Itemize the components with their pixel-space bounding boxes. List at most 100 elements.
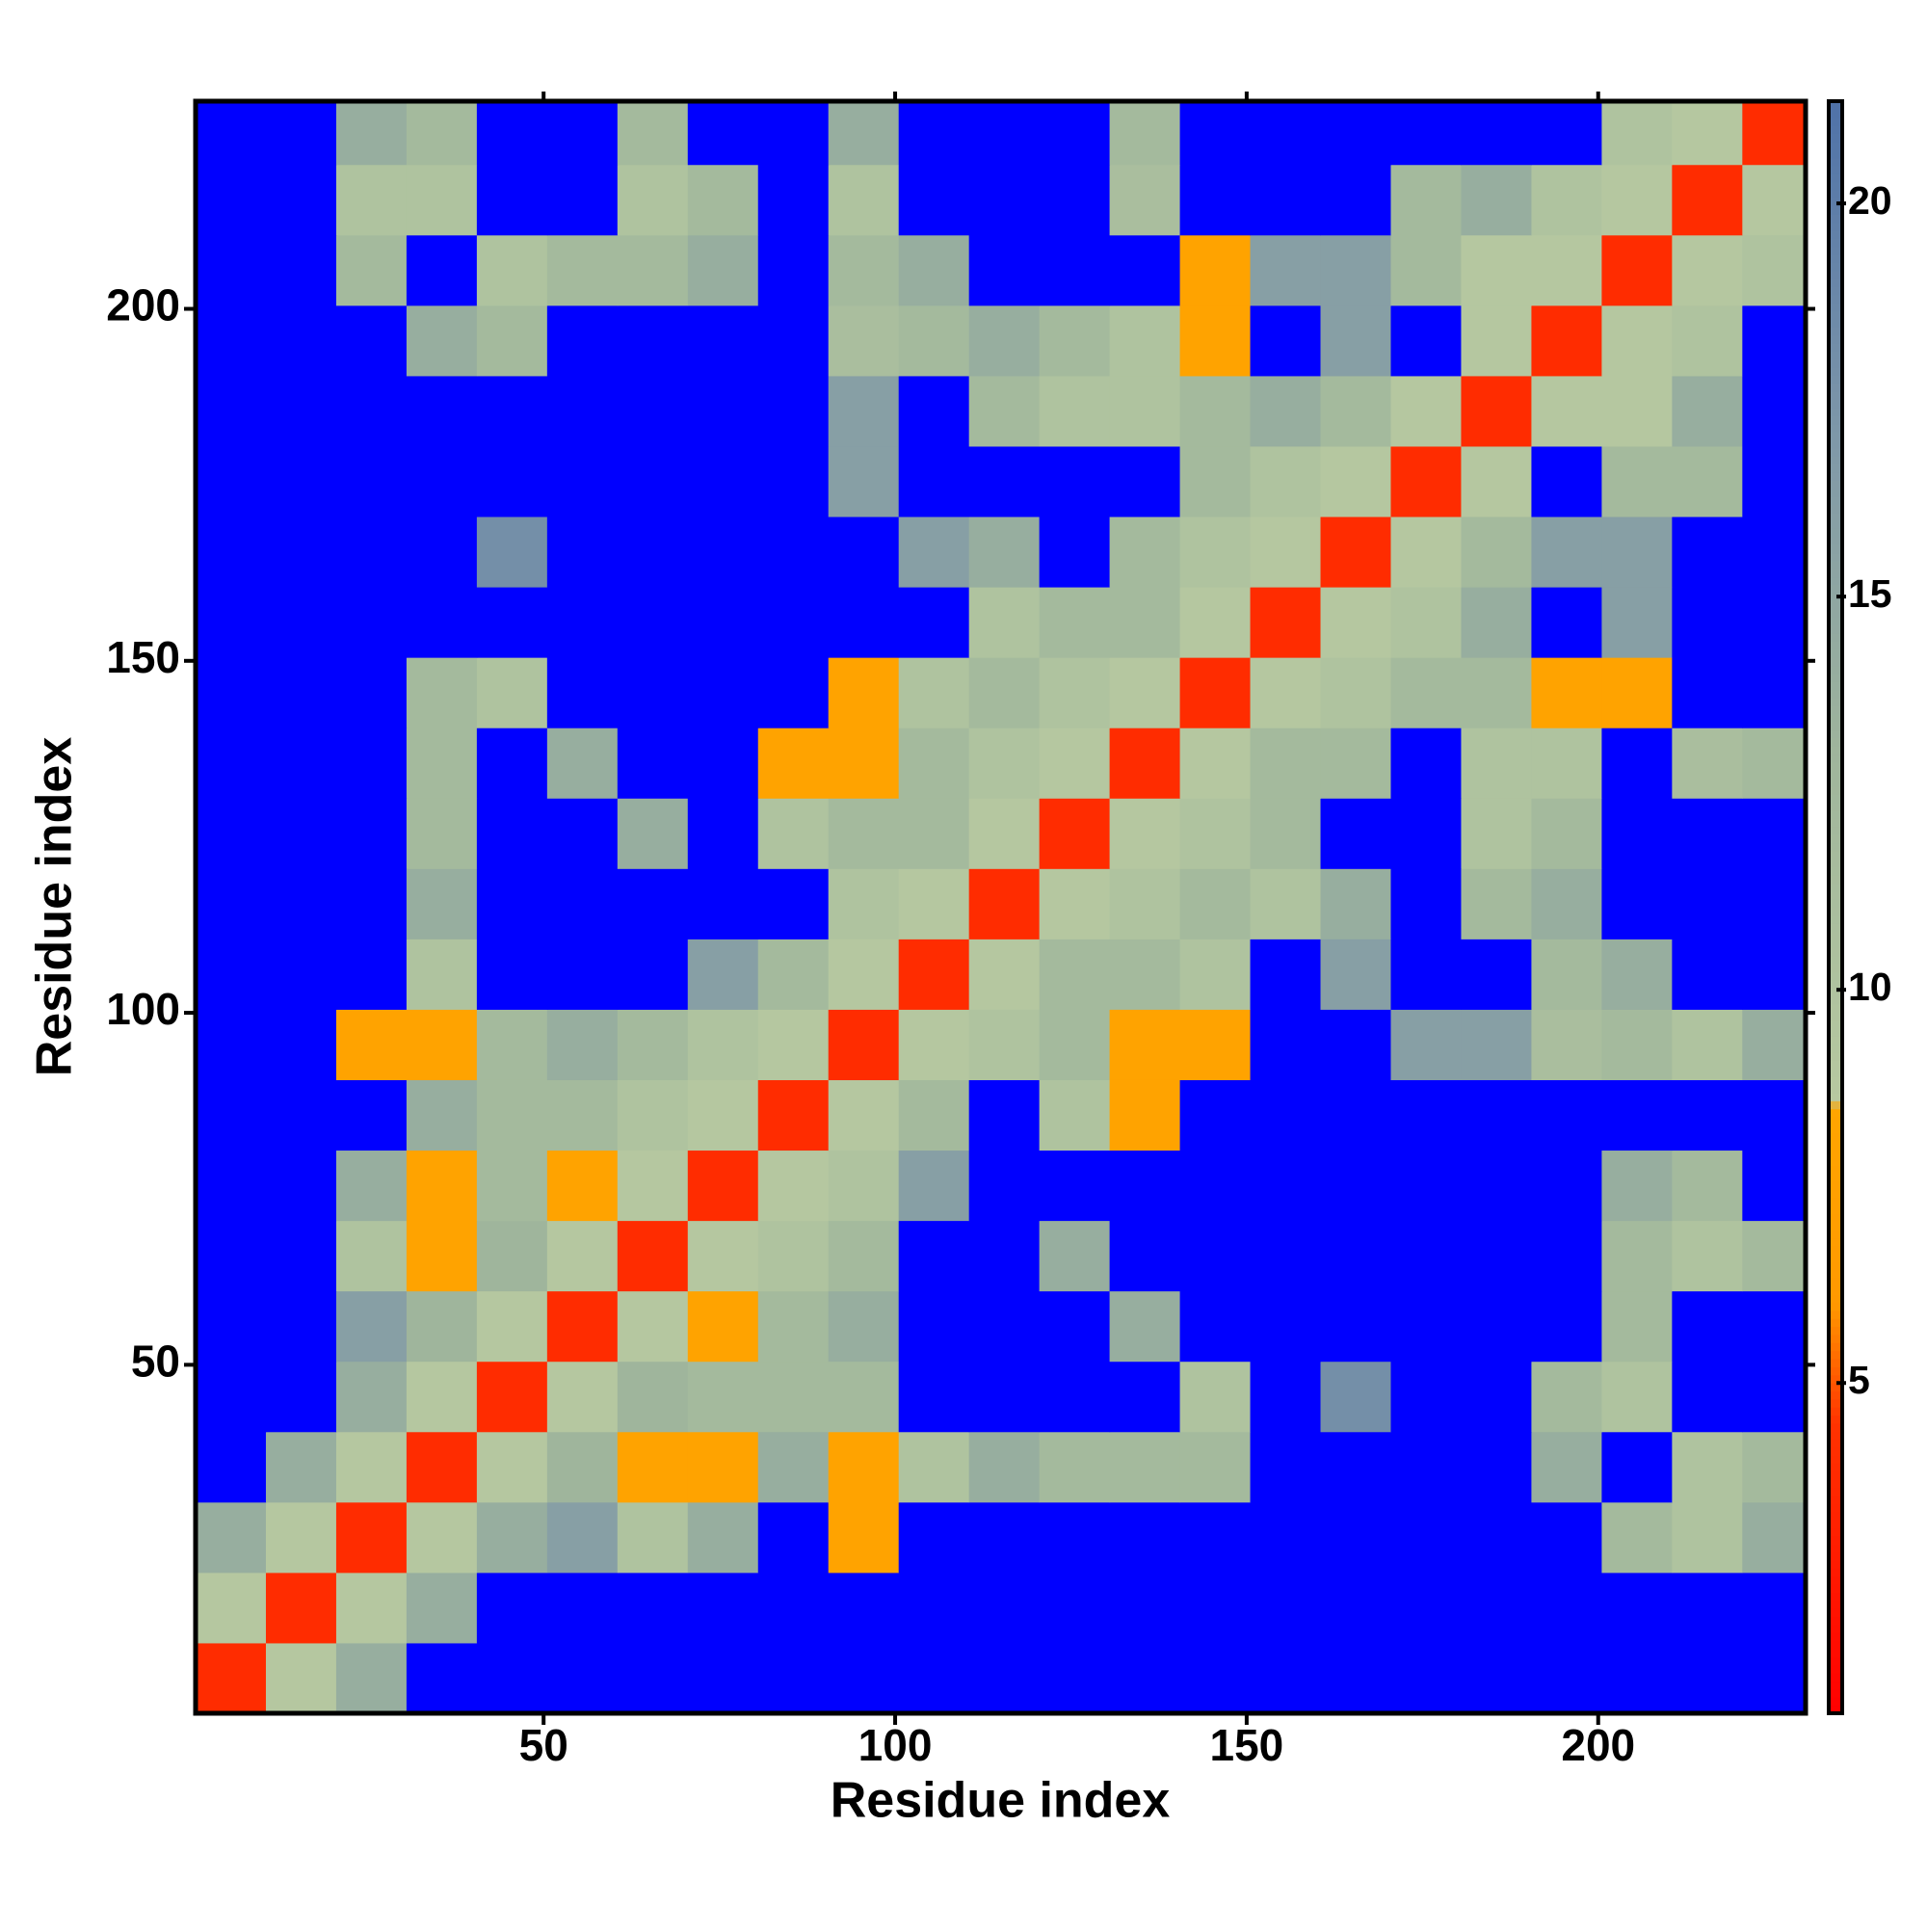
- colorbar-segment: [1829, 794, 1842, 804]
- cell: [1672, 728, 1743, 799]
- colorbar-segment: [1829, 552, 1842, 562]
- cell: [1390, 939, 1462, 1010]
- cell: [617, 868, 689, 940]
- cell: [687, 101, 759, 166]
- cell: [1109, 234, 1181, 306]
- cell: [1672, 1220, 1743, 1292]
- cell: [196, 1150, 267, 1222]
- colorbar-segment: [1829, 101, 1842, 110]
- cell: [968, 1150, 1041, 1222]
- cell: [265, 1150, 337, 1222]
- cell: [335, 1642, 408, 1714]
- cell: [265, 516, 337, 588]
- cell: [406, 728, 478, 799]
- colorbar-segment: [1829, 1568, 1842, 1577]
- cell: [1461, 1361, 1532, 1433]
- cell: [617, 1501, 689, 1574]
- cell: [406, 1009, 478, 1080]
- colorbar-segment: [1829, 914, 1842, 924]
- cell: [406, 1431, 478, 1503]
- cell: [1039, 1079, 1111, 1151]
- cell: [546, 1079, 619, 1151]
- cell: [1250, 304, 1322, 377]
- cell: [1320, 1290, 1391, 1363]
- colorbar-segment: [1829, 1108, 1842, 1118]
- cell: [1531, 1642, 1602, 1714]
- cell: [196, 1290, 267, 1363]
- colorbar-segment: [1829, 141, 1842, 150]
- cell: [476, 1642, 548, 1714]
- colorbar-segment: [1829, 964, 1842, 973]
- cell: [617, 728, 689, 799]
- cell: [476, 728, 548, 799]
- colorbar-segment: [1829, 818, 1842, 828]
- cell: [617, 445, 689, 517]
- cell: [1531, 657, 1602, 728]
- cell: [828, 1501, 900, 1574]
- cell: [687, 1572, 759, 1644]
- cell: [1601, 1572, 1673, 1644]
- cell: [1742, 1431, 1807, 1503]
- cell: [406, 375, 478, 447]
- colorbar-segment: [1829, 786, 1842, 795]
- colorbar-segment: [1829, 947, 1842, 957]
- cell: [898, 445, 970, 517]
- colorbar-segment: [1829, 988, 1842, 997]
- cell: [1109, 587, 1181, 658]
- cell: [1531, 1220, 1602, 1292]
- cell: [546, 1220, 619, 1292]
- cell: [687, 1290, 759, 1363]
- colorbar-segment: [1829, 600, 1842, 610]
- colorbar-segment: [1829, 907, 1842, 916]
- cell: [1601, 1009, 1673, 1080]
- cell: [1250, 445, 1322, 517]
- cell: [1390, 1431, 1462, 1503]
- colorbar-segment: [1829, 1003, 1842, 1013]
- y-tick-label: 150: [106, 632, 180, 682]
- cell: [1742, 164, 1807, 236]
- cell: [1320, 1220, 1391, 1292]
- cell: [335, 375, 408, 447]
- cell: [687, 1431, 759, 1503]
- cell: [1320, 1642, 1391, 1714]
- cell: [687, 798, 759, 869]
- cell: [1601, 798, 1673, 869]
- colorbar-segment: [1829, 705, 1842, 715]
- cell: [1531, 939, 1602, 1010]
- cell: [757, 234, 830, 306]
- colorbar-segment: [1829, 576, 1842, 586]
- colorbar-segment: [1829, 770, 1842, 780]
- cell: [1250, 939, 1322, 1010]
- x-tick-label: 150: [1210, 1720, 1284, 1770]
- colorbar-segment: [1829, 1575, 1842, 1585]
- cell: [1250, 1290, 1322, 1363]
- colorbar-segment: [1829, 1326, 1842, 1336]
- cell: [1531, 1361, 1602, 1433]
- cell: [546, 1150, 619, 1222]
- cell: [828, 164, 900, 236]
- colorbar-segment: [1829, 810, 1842, 820]
- colorbar-segment: [1829, 1149, 1842, 1158]
- cell: [546, 234, 619, 306]
- cell: [1672, 657, 1743, 728]
- colorbar-segment: [1829, 1012, 1842, 1021]
- cell: [1390, 304, 1462, 377]
- cell: [1742, 1290, 1807, 1363]
- cell: [1742, 101, 1807, 166]
- colorbar-segment: [1829, 238, 1842, 248]
- colorbar-segment: [1829, 608, 1842, 618]
- cell: [828, 939, 900, 1010]
- cell: [617, 516, 689, 588]
- cell: [196, 1501, 267, 1574]
- cell: [617, 657, 689, 728]
- cell: [898, 939, 970, 1010]
- cell: [1601, 234, 1673, 306]
- cell: [687, 1220, 759, 1292]
- cell: [1531, 1572, 1602, 1644]
- colorbar-segment: [1829, 519, 1842, 529]
- cell: [1250, 868, 1322, 940]
- cell: [828, 728, 900, 799]
- cell: [1179, 728, 1252, 799]
- colorbar-segment: [1829, 342, 1842, 352]
